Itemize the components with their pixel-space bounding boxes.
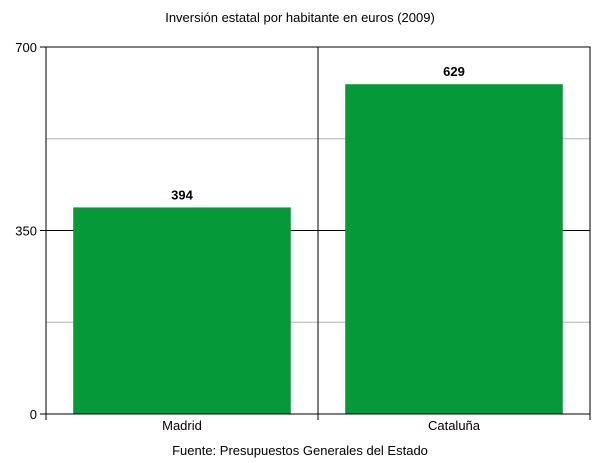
bar-series (73, 84, 563, 414)
data-labels: 394 629 (171, 64, 465, 202)
x-axis: Madrid Cataluña (45, 414, 591, 433)
data-label: 629 (443, 64, 465, 79)
y-axis: 0 350 700 (15, 40, 46, 422)
bar (73, 207, 291, 414)
y-tick-label: 350 (15, 224, 37, 239)
bar (345, 84, 563, 414)
x-tick-label: Cataluña (428, 418, 481, 433)
x-tick-label: Madrid (162, 418, 202, 433)
data-label: 394 (171, 187, 193, 202)
chart-title: Inversión estatal por habitante en euros… (165, 10, 435, 25)
y-tick-label: 0 (30, 407, 37, 422)
source-note: Fuente: Presupuestos Generales del Estad… (172, 443, 428, 458)
y-tick-label: 700 (15, 40, 37, 55)
